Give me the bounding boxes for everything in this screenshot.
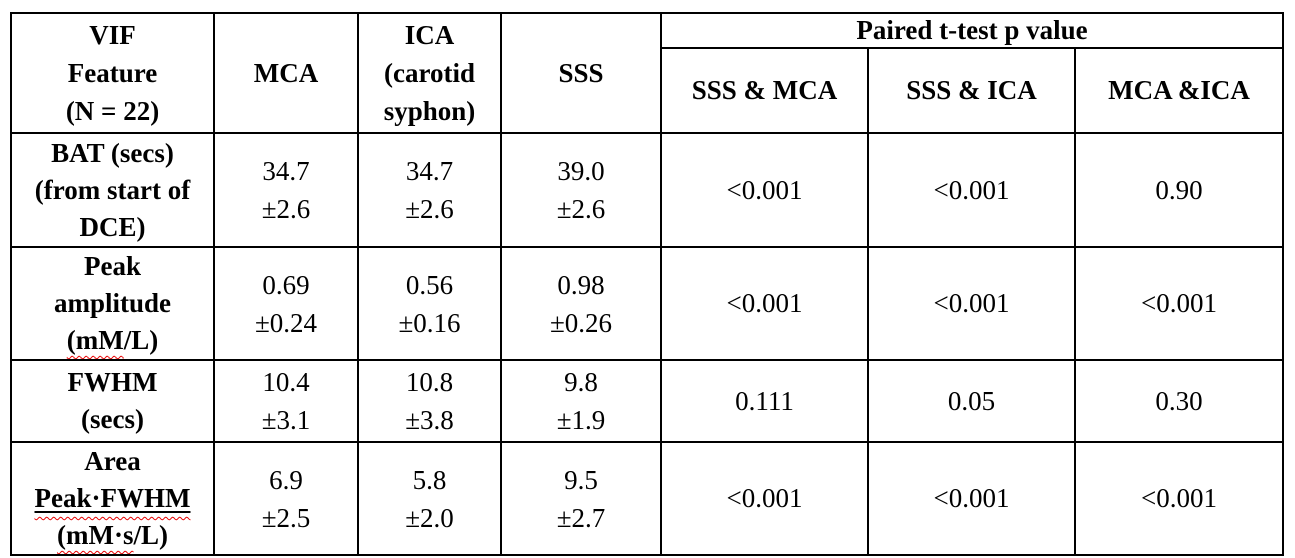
cell-area-sss-sd: ±2.7 [556, 502, 606, 533]
cell-fwhm-mca-mean: 10.4 [262, 367, 310, 397]
cell-fwhm-p-mca-ica: 0.30 [1073, 359, 1285, 443]
cell-peak-ica: 0.56 ±0.16 [357, 246, 502, 361]
cell-peak-sss-mean: 0.98 [557, 269, 605, 300]
cell-fwhm-ica-sd: ±3.8 [405, 405, 454, 435]
cell-peak-mca: 0.69 ±0.24 [213, 246, 359, 361]
row-label-area-line2: Peak·FWHM [13, 480, 212, 517]
cell-peak-mca-sd: ±0.24 [254, 307, 318, 338]
row-label-bat: BAT (secs) (from start of DCE) [10, 132, 215, 248]
header-vif-feature-line1: VIF [89, 20, 136, 50]
table-row-area: Area Peak·FWHM (mM·s/L) 6.9 ±2.5 5.8 ±2.… [10, 441, 1285, 556]
row-label-area-line3: (mM·s/L) [13, 517, 212, 553]
row-label-area-line1: Area [84, 446, 141, 476]
underlined-text: Peak·FWHM [35, 483, 191, 513]
row-label-area: Area Peak·FWHM (mM·s/L) [10, 441, 215, 556]
header-vif-feature: VIF Feature (N = 22) [10, 12, 215, 134]
row-label-bat-line1: BAT (secs) [51, 137, 174, 168]
table-row-bat: BAT (secs) (from start of DCE) 34.7 ±2.6… [10, 132, 1285, 248]
row-label-bat-line3: DCE) [79, 211, 146, 242]
spellcheck-squiggle-text: (mM·s [57, 520, 134, 550]
cell-area-sss: 9.5 ±2.7 [500, 441, 662, 556]
cell-area-mca-sd: ±2.5 [261, 502, 311, 533]
header-mca: MCA [213, 12, 359, 134]
row-label-peak-line3: (mM/L) [13, 322, 212, 358]
header-sss: SSS [500, 12, 662, 134]
cell-fwhm-p-sss-mca: 0.111 [660, 359, 869, 443]
cell-peak-p-sss-ica: <0.001 [867, 246, 1076, 361]
header-sss-ica: SSS & ICA [867, 47, 1076, 134]
table-row-fwhm: FWHM (secs) 10.4 ±3.1 10.8 ±3.8 9.8 ±1.9… [10, 359, 1285, 443]
cell-area-ica-sd: ±2.0 [405, 502, 454, 533]
cell-area-p-mca-ica: <0.001 [1073, 441, 1285, 556]
spellcheck-squiggle-text: Peak·FWHM [34, 483, 191, 513]
header-ica-line2: (carotid [384, 58, 475, 88]
cell-bat-ica-sd: ±2.6 [405, 194, 454, 224]
cell-area-ica-mean: 5.8 [412, 464, 447, 495]
row-label-peak-amplitude: Peak amplitude (mM/L) [10, 246, 215, 361]
header-ica-line1: ICA [404, 20, 455, 50]
row-label-bat-line2: (from start of [34, 174, 191, 205]
spellcheck-squiggle-text: (mM [66, 325, 124, 355]
cell-area-ica: 5.8 ±2.0 [357, 441, 502, 556]
cell-bat-ica: 34.7 ±2.6 [357, 132, 502, 248]
cell-bat-p-mca-ica: 0.90 [1073, 132, 1285, 248]
cell-fwhm-sss-sd: ±1.9 [556, 405, 606, 435]
cell-fwhm-sss: 9.8 ±1.9 [500, 359, 662, 443]
header-vif-feature-line2: Feature [67, 58, 158, 88]
cell-peak-p-mca-ica: <0.001 [1073, 246, 1285, 361]
row-label-peak-line1: Peak [84, 251, 141, 281]
cell-fwhm-sss-mean: 9.8 [564, 367, 598, 397]
cell-fwhm-mca: 10.4 ±3.1 [213, 359, 359, 443]
row-label-peak-line2: amplitude [53, 288, 172, 318]
table-row-peak-amplitude: Peak amplitude (mM/L) 0.69 ±0.24 0.56 ±0… [10, 246, 1285, 361]
cell-bat-p-sss-ica: <0.001 [867, 132, 1076, 248]
row-label-fwhm-line1: FWHM [67, 367, 158, 397]
cell-area-p-sss-ica: <0.001 [867, 441, 1076, 556]
cell-peak-p-sss-mca: <0.001 [660, 246, 869, 361]
cell-bat-mca-sd: ±2.6 [261, 194, 311, 224]
cell-bat-sss-mean: 39.0 [557, 156, 605, 186]
cell-fwhm-mca-sd: ±3.1 [261, 405, 311, 435]
cell-peak-sss-sd: ±0.26 [549, 307, 613, 338]
cell-fwhm-ica: 10.8 ±3.8 [357, 359, 502, 443]
cell-bat-mca-mean: 34.7 [262, 156, 310, 186]
header-sss-mca: SSS & MCA [660, 47, 869, 134]
cell-peak-ica-sd: ±0.16 [398, 307, 461, 338]
row-label-fwhm: FWHM (secs) [10, 359, 215, 443]
cell-area-sss-mean: 9.5 [564, 464, 598, 495]
row-label-peak-unit-rest: /L) [123, 325, 159, 355]
cell-bat-sss-sd: ±2.6 [556, 194, 606, 224]
header-vif-feature-line3: (N = 22) [65, 96, 160, 126]
header-ica-line3: syphon) [383, 96, 476, 126]
header-ica: ICA (carotid syphon) [357, 12, 502, 134]
cell-fwhm-p-sss-ica: 0.05 [867, 359, 1076, 443]
cell-fwhm-ica-mean: 10.8 [405, 367, 454, 397]
cell-peak-ica-mean: 0.56 [405, 269, 454, 300]
cell-bat-ica-mean: 34.7 [405, 156, 454, 186]
row-label-fwhm-line2: (secs) [81, 404, 144, 434]
header-mca-ica: MCA &ICA [1073, 47, 1285, 134]
cell-bat-mca: 34.7 ±2.6 [213, 132, 359, 248]
vif-feature-table: VIF Feature (N = 22) MCA ICA (carotid sy… [10, 12, 1285, 556]
row-label-area-unit-rest: /L) [133, 520, 168, 550]
cell-area-p-sss-mca: <0.001 [660, 441, 869, 556]
cell-area-mca: 6.9 ±2.5 [213, 441, 359, 556]
cell-peak-mca-mean: 0.69 [262, 269, 310, 300]
cell-peak-sss: 0.98 ±0.26 [500, 246, 662, 361]
header-paired-ttest: Paired t-test p value [659, 12, 1285, 49]
cell-bat-sss: 39.0 ±2.6 [500, 132, 662, 248]
cell-area-mca-mean: 6.9 [269, 464, 303, 495]
cell-bat-p-sss-mca: <0.001 [660, 132, 869, 248]
